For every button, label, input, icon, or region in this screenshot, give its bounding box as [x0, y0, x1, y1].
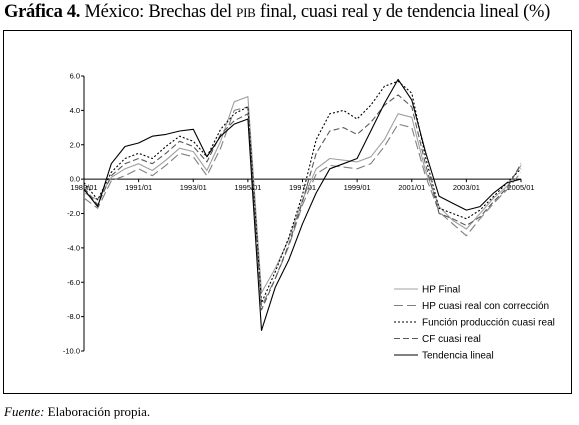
x-tick-label: 1989/01 [70, 183, 97, 192]
legend-label-5: Tendencia lineal [422, 351, 494, 362]
legend-label-4: CF cuasi real [422, 334, 481, 345]
series-line-1 [83, 96, 522, 294]
x-tick-label: 2005/01 [507, 183, 534, 192]
x-tick-label: 1997/01 [289, 183, 316, 192]
x-tick-label: 1999/01 [344, 183, 371, 192]
title-text-start: México: Brechas del [84, 2, 232, 22]
y-tick-label: 2.0 [70, 140, 80, 149]
source-note: Fuente: Elaboración propia. [4, 404, 150, 420]
series-line-5 [83, 78, 522, 331]
legend-label-3: Función producción cuasi real [422, 318, 555, 329]
y-tick-label: -10.0 [63, 347, 80, 356]
y-tick-label: 0.0 [70, 175, 80, 184]
x-tick-label: 2003/01 [453, 183, 480, 192]
legend-label-2: HP cuasi real con corrección [422, 301, 549, 312]
y-tick-label: -2.0 [67, 209, 80, 218]
figure-number: Gráfica 4. [4, 2, 81, 22]
y-tick-label: -4.0 [67, 243, 80, 252]
x-tick-label: 1991/01 [125, 183, 152, 192]
legend-label-1: HP Final [422, 285, 460, 296]
chart-title: Gráfica 4. México: Brechas del PIB final… [4, 2, 550, 23]
y-tick-label: 4.0 [70, 106, 80, 115]
x-tick-label: 2001/01 [398, 183, 425, 192]
line-chart: 6.0 4.0 2.0 0.0 -2.0 -4.0 -6.0 -8.0 -10.0 1989/01… [63, 72, 555, 362]
y-tick-label: 6.0 [70, 72, 80, 81]
source-label: Fuente: [4, 404, 45, 419]
x-tick-label: 1995/01 [234, 183, 261, 192]
y-tick-label: -8.0 [67, 312, 80, 321]
chart-frame: 6.0 4.0 2.0 0.0 -2.0 -4.0 -6.0 -8.0 -10.0 1989/01… [3, 30, 572, 394]
series-line-4 [83, 94, 522, 311]
source-text: Elaboración propia. [47, 404, 151, 419]
y-tick-label: -6.0 [67, 278, 80, 287]
x-tick-label: 1993/01 [180, 183, 207, 192]
title-text-end: final, cuasi real y de tendencia lineal … [259, 2, 550, 22]
series-line-2 [83, 106, 522, 307]
title-pib: PIB [236, 5, 256, 20]
